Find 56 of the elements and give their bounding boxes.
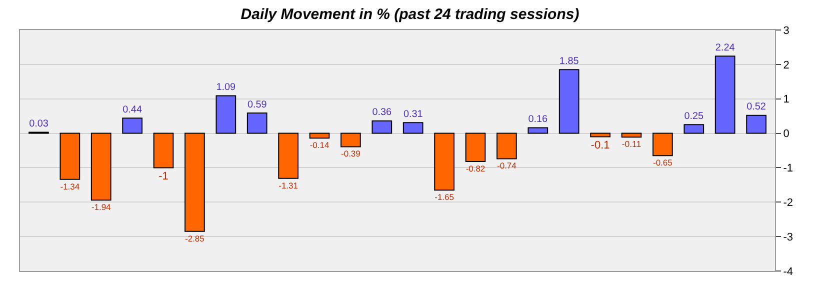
data-label: -0.74 (497, 160, 517, 171)
bar (216, 95, 236, 134)
data-label: -0.65 (653, 158, 673, 168)
bar (528, 127, 548, 134)
data-label: -1.31 (278, 180, 298, 190)
bar (278, 132, 298, 179)
data-label: -1 (158, 170, 168, 183)
bar (621, 132, 642, 138)
y-tick-label: -3 (783, 231, 793, 244)
data-label: 0.03 (29, 118, 49, 130)
data-label: -1.34 (60, 181, 80, 192)
bar (402, 122, 424, 134)
bar (122, 118, 142, 134)
data-label: -1.94 (91, 202, 112, 212)
bar (496, 132, 517, 160)
bar (372, 120, 392, 134)
data-label: 0.44 (122, 104, 142, 116)
bar (90, 132, 112, 201)
data-label: -0.1 (590, 140, 610, 152)
data-label: 0.52 (746, 102, 766, 113)
bar (434, 132, 454, 191)
y-tick-label: -1 (783, 162, 793, 175)
data-label: 0.16 (528, 114, 548, 126)
data-label: 1.85 (559, 56, 580, 67)
data-label: 1.09 (216, 82, 236, 94)
data-label: 0.25 (684, 110, 704, 122)
bar (714, 56, 736, 134)
data-label: -0.39 (341, 148, 361, 159)
data-label: 0.59 (247, 99, 268, 110)
bar (153, 132, 174, 168)
bar (652, 132, 673, 156)
y-tick-label: 3 (783, 24, 790, 37)
data-label: -0.14 (310, 140, 330, 150)
bar (590, 132, 610, 138)
bar (465, 132, 486, 162)
bar (558, 69, 580, 134)
y-tick-label: 0 (783, 128, 790, 140)
data-label: 0.31 (403, 108, 424, 120)
bar (746, 114, 766, 134)
data-label: 2.24 (715, 42, 736, 54)
y-tick-label: 2 (783, 59, 790, 72)
bar (309, 132, 330, 139)
y-tick-label: -2 (783, 196, 793, 209)
bar (60, 132, 80, 180)
data-label: -0.11 (622, 139, 642, 150)
y-tick-label: 1 (783, 94, 790, 106)
bar (184, 132, 205, 232)
data-label: -1.65 (434, 192, 454, 202)
y-tick-label: -4 (783, 266, 793, 278)
data-label: -0.82 (466, 163, 486, 174)
bar (246, 112, 268, 134)
bar (340, 132, 361, 148)
bar (684, 124, 704, 134)
data-label: 0.36 (372, 107, 392, 118)
data-label: -2.85 (185, 233, 205, 244)
chart-title: Daily Movement in % (past 24 trading sessions) (240, 6, 580, 24)
